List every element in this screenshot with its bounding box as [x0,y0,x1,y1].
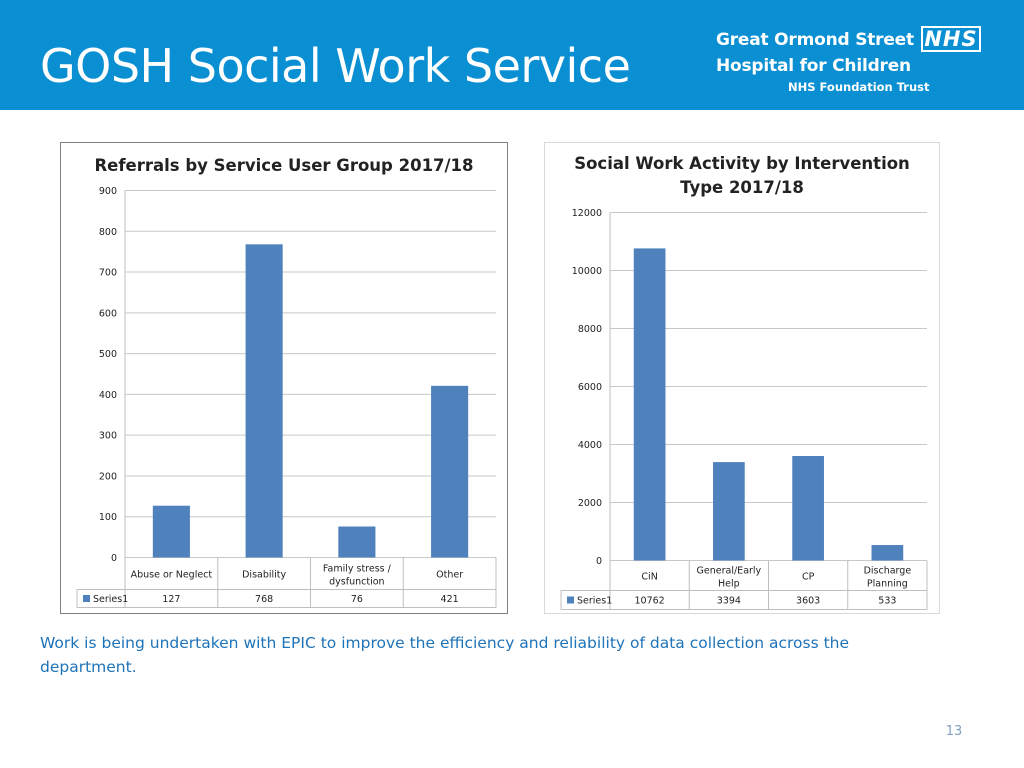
legend-key-series1 [83,595,90,602]
y-tick-label: 12000 [572,208,602,219]
x-category-label: General/Early Help [697,566,762,590]
y-tick-label: 600 [99,308,117,319]
chart-title: Type 2017/18 [680,178,804,197]
gosh-logo: Great Ormond Street NHS Hospital for Chi… [712,24,987,96]
chart-title: Social Work Activity by Intervention [574,154,910,173]
data-label: 533 [878,596,896,607]
data-label: 10762 [635,596,665,607]
nhs-badge: NHS [921,26,981,52]
y-tick-label: 800 [99,227,117,238]
logo-line-3: NHS Foundation Trust [788,80,930,94]
data-label: 421 [441,594,459,605]
y-tick-label: 100 [99,512,117,523]
y-tick-label: 8000 [578,324,602,335]
bar [713,462,745,561]
bar [431,385,469,558]
x-category-label: Other [436,570,463,581]
legend-label-series1: Series1 [93,594,128,605]
bar [871,545,904,561]
y-tick-label: 400 [99,390,117,401]
y-tick-label: 10000 [572,266,602,277]
y-tick-label: 6000 [578,382,602,393]
x-category-label: Family stress / dysfunction [323,564,392,588]
y-tick-label: 4000 [578,440,602,451]
activity-chart-svg: Social Work Activity by Intervention Type… [544,142,940,614]
bar [338,526,376,558]
slide-title: GOSH Social Work Service [40,39,631,93]
activity-chart: Social Work Activity by Intervention Type… [544,142,940,614]
y-tick-label: 0 [111,553,117,564]
x-category-label: Disability [242,570,286,581]
logo-line-2: Hospital for Children [716,56,911,76]
x-category-label: Abuse or Neglect [131,570,213,581]
x-category-label: CiN [641,572,657,583]
y-tick-label: 2000 [578,498,602,509]
bar [152,505,190,558]
data-label: 76 [351,594,363,605]
y-tick-label: 300 [99,431,117,442]
referrals-chart: Referrals by Service User Group 2017/18 0… [60,142,508,614]
chart-title: Referrals by Service User Group 2017/18 [94,156,473,175]
header-bar: GOSH Social Work Service Great Ormond St… [0,0,1024,110]
data-label: 127 [162,594,180,605]
y-tick-label: 900 [99,186,117,197]
data-label: 3394 [717,596,741,607]
page-number: 13 [945,724,963,739]
data-label: 768 [255,594,273,605]
legend-key-series1 [567,596,574,604]
bar [633,248,666,561]
y-tick-label: 500 [99,349,117,360]
y-tick-label: 0 [596,556,602,567]
x-category-label: Discharge Planning [864,566,912,590]
bar [792,456,824,561]
bar [245,244,283,558]
data-label: 3603 [796,596,820,607]
body-text: Work is being undertaken with EPIC to im… [40,634,850,676]
y-tick-label: 700 [99,268,117,279]
y-tick-label: 200 [99,471,117,482]
logo-line-1: Great Ormond Street [716,30,914,50]
legend-label-series1: Series1 [577,596,612,607]
referrals-chart-svg: Referrals by Service User Group 2017/18 0… [60,142,508,614]
x-category-label: CP [802,572,815,583]
